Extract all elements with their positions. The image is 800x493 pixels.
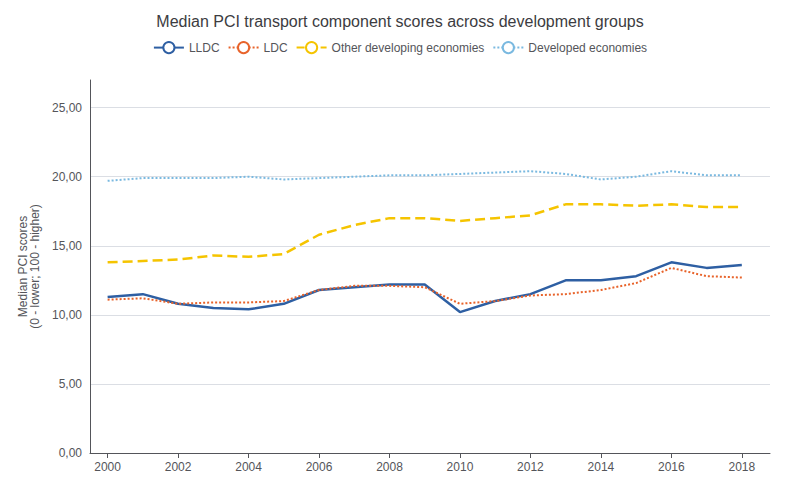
svg-text:Median PCI scores: Median PCI scores <box>16 215 31 318</box>
svg-text:Developed economies: Developed economies <box>528 41 647 55</box>
svg-text:2018: 2018 <box>728 460 755 474</box>
svg-text:Median PCI transport component: Median PCI transport component scores ac… <box>156 13 643 30</box>
svg-text:2010: 2010 <box>447 460 474 474</box>
svg-text:2016: 2016 <box>658 460 685 474</box>
svg-text:2006: 2006 <box>306 460 333 474</box>
svg-text:2002: 2002 <box>165 460 192 474</box>
svg-text:2012: 2012 <box>517 460 544 474</box>
svg-text:2004: 2004 <box>235 460 262 474</box>
svg-text:2000: 2000 <box>94 460 121 474</box>
svg-text:Other developing economies: Other developing economies <box>332 41 485 55</box>
svg-text:10,00: 10,00 <box>52 308 82 322</box>
svg-text:0,00: 0,00 <box>59 446 83 460</box>
svg-text:5,00: 5,00 <box>59 377 83 391</box>
svg-text:15,00: 15,00 <box>52 239 82 253</box>
svg-text:LLDC: LLDC <box>189 41 220 55</box>
svg-text:2014: 2014 <box>588 460 615 474</box>
svg-text:(0 - lower; 100 - higher): (0 - lower; 100 - higher) <box>28 204 42 329</box>
svg-text:20,00: 20,00 <box>52 170 82 184</box>
svg-text:LDC: LDC <box>264 41 288 55</box>
svg-text:2008: 2008 <box>376 460 403 474</box>
svg-text:25,00: 25,00 <box>52 101 82 115</box>
